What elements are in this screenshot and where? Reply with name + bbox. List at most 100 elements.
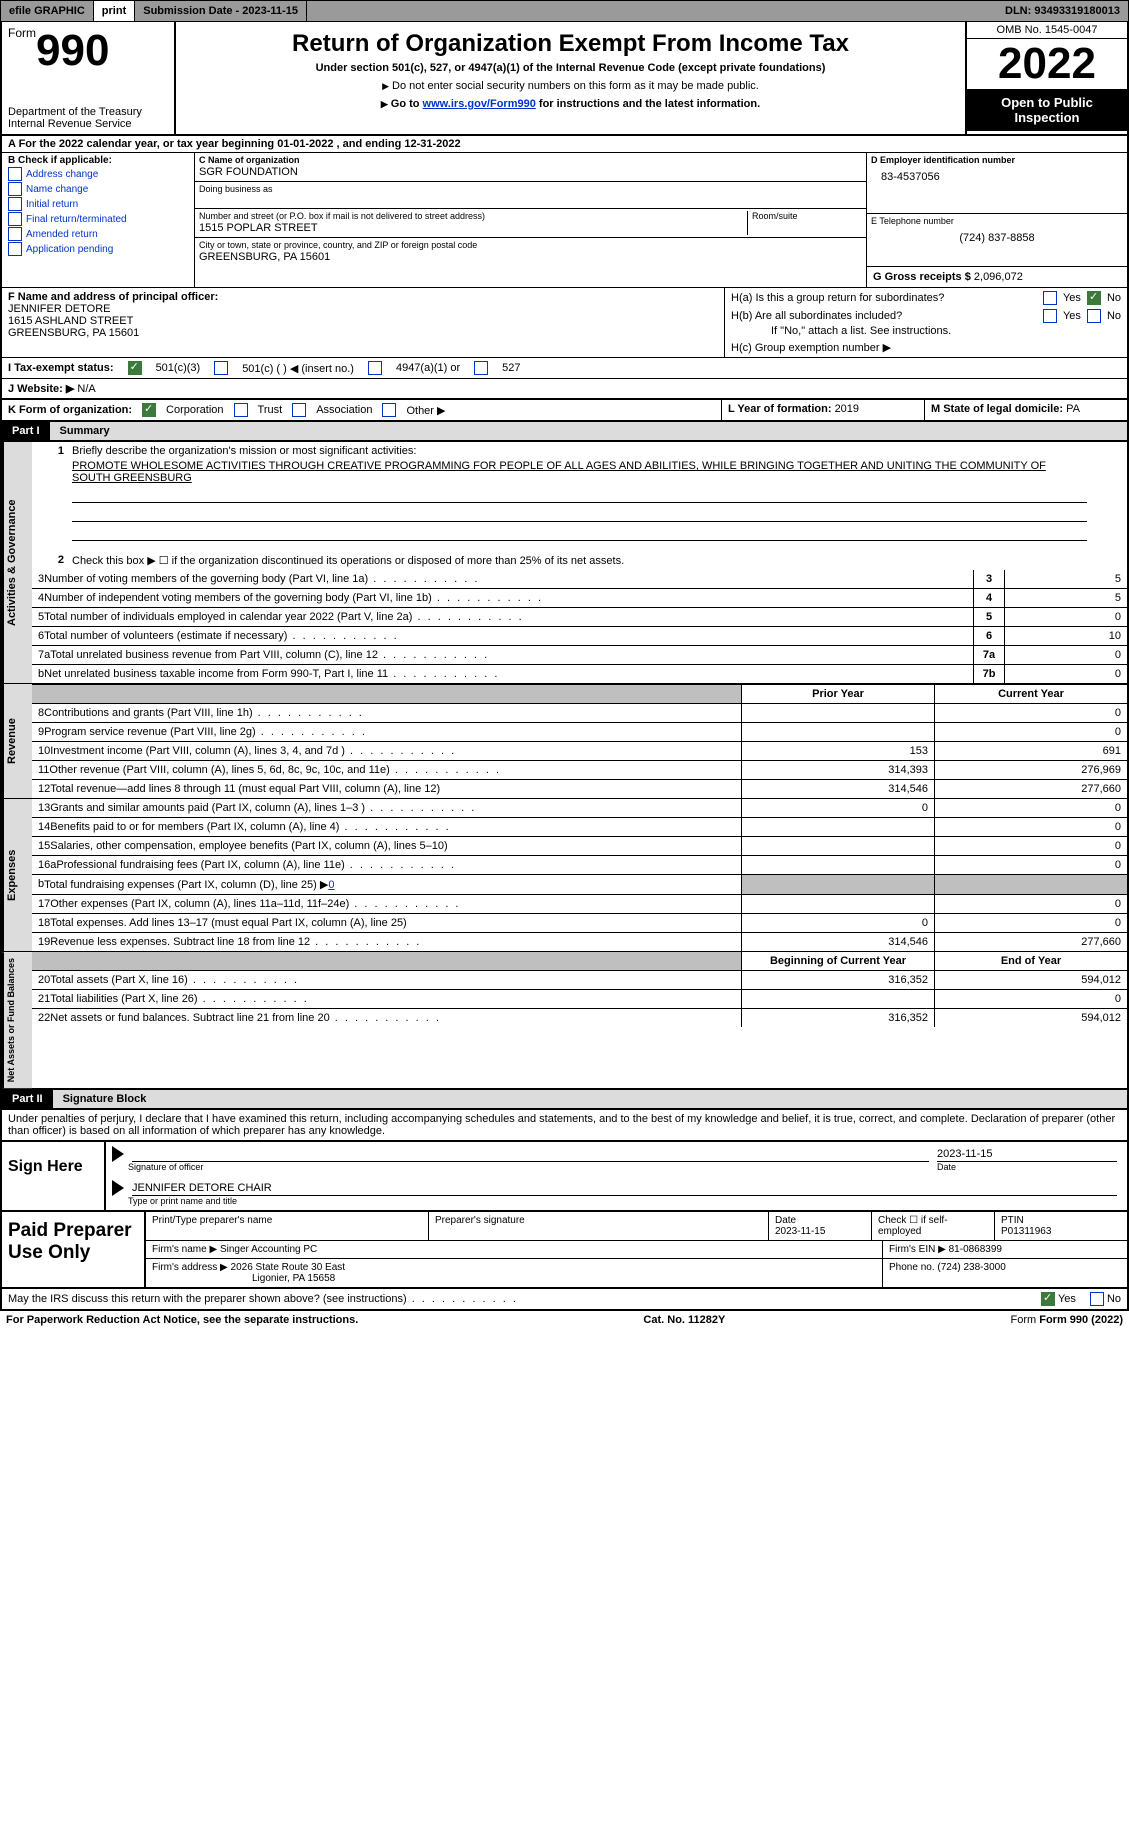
ha-label: H(a) Is this a group return for subordin… xyxy=(731,292,1037,304)
l9-cy: 0 xyxy=(934,723,1127,741)
l12-py: 314,546 xyxy=(741,780,934,798)
vtab-revenue: Revenue xyxy=(2,684,32,798)
pra-notice: For Paperwork Reduction Act Notice, see … xyxy=(6,1314,358,1326)
state-domicile: PA xyxy=(1066,403,1080,415)
hdr-bcy: Beginning of Current Year xyxy=(741,952,934,970)
form-prefix: Form xyxy=(8,26,36,40)
hb-no[interactable] xyxy=(1087,309,1101,323)
l16b-text: Total fundraising expenses (Part IX, col… xyxy=(44,878,334,891)
section-expenses: Expenses 13Grants and similar amounts pa… xyxy=(0,799,1129,952)
l5-text: Total number of individuals employed in … xyxy=(44,611,524,623)
l8-py xyxy=(741,704,934,722)
l6-val: 10 xyxy=(1004,627,1127,645)
l10-cy: 691 xyxy=(934,742,1127,760)
l2-text: Check this box ▶ ☐ if the organization d… xyxy=(72,554,1121,567)
ppu-date: 2023-11-15 xyxy=(775,1226,865,1237)
firm-ein-label: Firm's EIN ▶ xyxy=(889,1244,946,1255)
hb-yes[interactable] xyxy=(1043,309,1057,323)
chk-name-change[interactable]: Name change xyxy=(8,182,188,196)
sign-here-label: Sign Here xyxy=(2,1142,106,1210)
part2-title: Signature Block xyxy=(53,1090,157,1108)
open-to-public: Open to Public Inspection xyxy=(967,89,1127,131)
l10-py: 153 xyxy=(741,742,934,760)
ppu-ptin: P01311963 xyxy=(1001,1226,1121,1237)
l22-py: 316,352 xyxy=(741,1009,934,1027)
ein-value: 83-4537056 xyxy=(871,165,1123,183)
officer-label: F Name and address of principal officer: xyxy=(8,291,718,303)
chk-final-return[interactable]: Final return/terminated xyxy=(8,212,188,226)
l16a-text: Professional fundraising fees (Part IX, … xyxy=(56,859,456,871)
section-activities-governance: Activities & Governance 1Briefly describ… xyxy=(0,442,1129,684)
l1-mission: PROMOTE WHOLESOME ACTIVITIES THROUGH CRE… xyxy=(32,460,1127,484)
hb-label: H(b) Are all subordinates included? xyxy=(731,310,1037,322)
form-number: 990 xyxy=(36,26,109,75)
l5-val: 0 xyxy=(1004,608,1127,626)
dln: DLN: 93493319180013 xyxy=(307,1,1128,21)
chk-app-pending[interactable]: Application pending xyxy=(8,242,188,256)
firm-phone: (724) 238-3000 xyxy=(937,1262,1005,1273)
row-a-taxyear: A For the 2022 calendar year, or tax yea… xyxy=(0,136,1129,153)
l21-text: Total liabilities (Part X, line 26) xyxy=(50,993,309,1005)
l18-py: 0 xyxy=(741,914,934,932)
chk-501c3[interactable] xyxy=(128,361,142,375)
website-label: J Website: ▶ xyxy=(8,383,74,395)
ppu-h1: Print/Type preparer's name xyxy=(146,1212,429,1240)
sig-date: 2023-11-15 xyxy=(937,1148,1117,1162)
irs-link[interactable]: www.irs.gov/Form990 xyxy=(423,98,536,110)
print-button[interactable]: print xyxy=(94,1,135,21)
l13-py: 0 xyxy=(741,799,934,817)
l1-label: Briefly describe the organization's miss… xyxy=(72,445,1121,457)
l21-py xyxy=(741,990,934,1008)
officer-name: JENNIFER DETORE xyxy=(8,303,718,315)
chk-4947[interactable] xyxy=(368,361,382,375)
paid-preparer-block: Paid Preparer Use Only Print/Type prepar… xyxy=(0,1212,1129,1289)
chk-other[interactable] xyxy=(382,403,396,417)
l7a-val: 0 xyxy=(1004,646,1127,664)
l19-text: Revenue less expenses. Subtract line 18 … xyxy=(50,936,421,948)
l16a-cy: 0 xyxy=(934,856,1127,874)
phone-value: (724) 837-8858 xyxy=(871,226,1123,244)
hb-note: If "No," attach a list. See instructions… xyxy=(731,325,1121,337)
firm-phone-label: Phone no. xyxy=(889,1262,937,1273)
l17-cy: 0 xyxy=(934,895,1127,913)
firm-ein: 81-0868399 xyxy=(949,1244,1002,1255)
discuss-question: May the IRS discuss this return with the… xyxy=(8,1293,1041,1305)
chk-address-change[interactable]: Address change xyxy=(8,167,188,181)
ha-yes[interactable] xyxy=(1043,291,1057,305)
row-fh: F Name and address of principal officer:… xyxy=(0,288,1129,358)
ha-no[interactable] xyxy=(1087,291,1101,305)
l13-text: Grants and similar amounts paid (Part IX… xyxy=(50,802,476,814)
l12-cy: 277,660 xyxy=(934,780,1127,798)
l11-py: 314,393 xyxy=(741,761,934,779)
block-bcdeg: B Check if applicable: Address change Na… xyxy=(0,153,1129,288)
l8-cy: 0 xyxy=(934,704,1127,722)
subtitle: Under section 501(c), 527, or 4947(a)(1)… xyxy=(182,62,959,74)
vtab-net-assets: Net Assets or Fund Balances xyxy=(2,952,32,1088)
chk-527[interactable] xyxy=(474,361,488,375)
chk-amended-return[interactable]: Amended return xyxy=(8,227,188,241)
gross-receipts-label: G Gross receipts $ xyxy=(873,271,974,283)
discuss-yes[interactable] xyxy=(1041,1292,1055,1306)
chk-trust[interactable] xyxy=(234,403,248,417)
firm-name: Singer Accounting PC xyxy=(220,1244,317,1255)
phone-label: E Telephone number xyxy=(871,216,1123,226)
hdr-prior-year: Prior Year xyxy=(741,685,934,703)
footer-discuss: May the IRS discuss this return with the… xyxy=(0,1289,1129,1311)
row-j: J Website: ▶ N/A xyxy=(0,379,1129,400)
l22-cy: 594,012 xyxy=(934,1009,1127,1027)
chk-assoc[interactable] xyxy=(292,403,306,417)
dept-treasury: Department of the Treasury xyxy=(8,106,168,118)
l19-py: 314,546 xyxy=(741,933,934,951)
l6-text: Total number of volunteers (estimate if … xyxy=(44,630,399,642)
l18-cy: 0 xyxy=(934,914,1127,932)
chk-initial-return[interactable]: Initial return xyxy=(8,197,188,211)
omb-number: OMB No. 1545-0047 xyxy=(967,22,1127,39)
chk-501c[interactable] xyxy=(214,361,228,375)
l17-text: Other expenses (Part IX, column (A), lin… xyxy=(50,898,460,910)
chk-corp[interactable] xyxy=(142,403,156,417)
part2-header: Part II Signature Block xyxy=(0,1090,1129,1110)
discuss-no[interactable] xyxy=(1090,1292,1104,1306)
l21-cy: 0 xyxy=(934,990,1127,1008)
l14-text: Benefits paid to or for members (Part IX… xyxy=(50,821,450,833)
l16b-py xyxy=(741,875,934,894)
